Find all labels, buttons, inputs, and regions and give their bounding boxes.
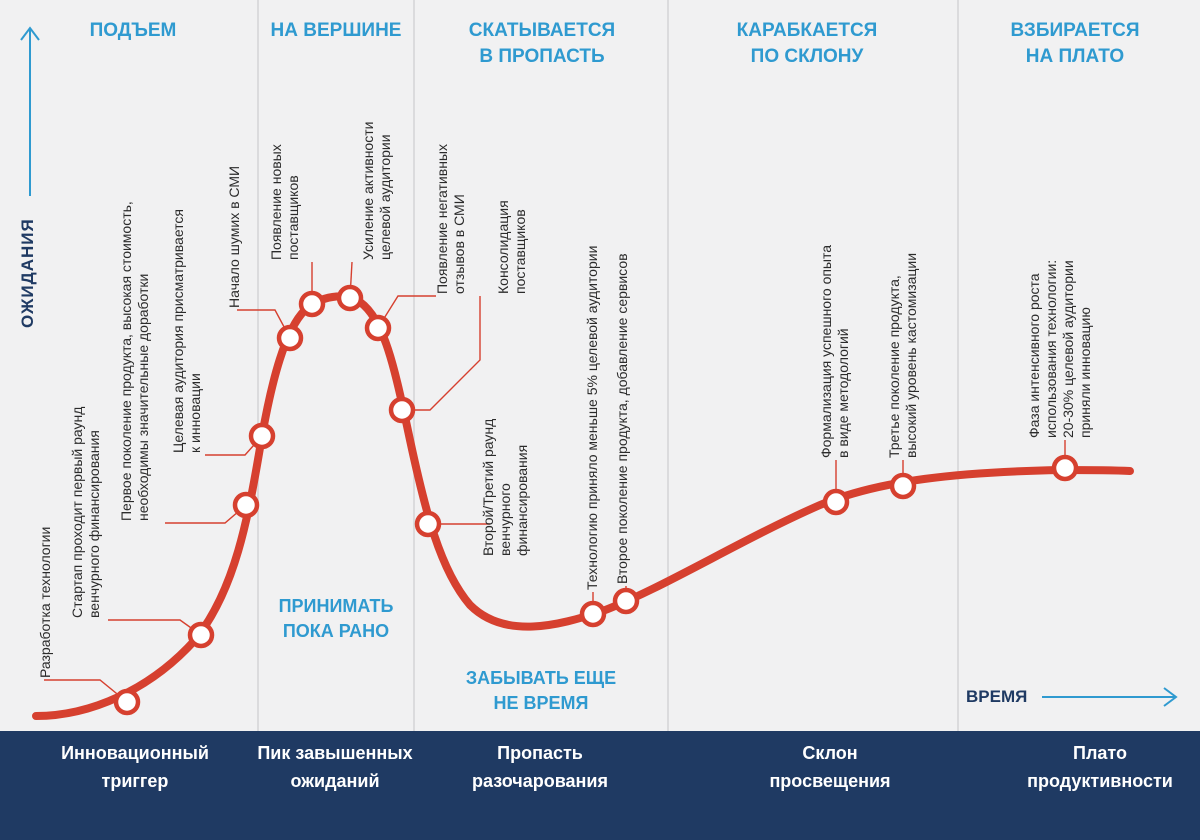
x-axis-arrow	[1042, 687, 1178, 707]
arrow-up-icon	[20, 26, 40, 41]
annotation-label: Разработка технологии	[37, 526, 53, 678]
milestone-marker	[889, 472, 917, 500]
advice-not-yet-forget: ЗАБЫВАТЬ ЕЩЕ НЕ ВРЕМЯ	[465, 668, 617, 713]
annotation-label: Стартап проходит первый раунд венчурного…	[69, 406, 102, 618]
annotation-label: Формализация успешного опыта в виде мето…	[818, 244, 851, 458]
stage-plateau-productivity: Плато продуктивности	[1027, 743, 1173, 791]
phase-title-rise: ПОДЪЕМ	[89, 20, 177, 41]
y-axis-arrow	[20, 26, 40, 196]
annotation-label: Второе поколение продукта, добавление се…	[614, 253, 630, 584]
milestone-marker	[579, 600, 607, 628]
milestone-marker	[612, 587, 640, 615]
phase-title-peak: НА ВЕРШИНЕ	[270, 20, 402, 41]
annotation-label: Консолидация поставщиков	[495, 200, 528, 294]
annotation-label: Появление новых поставщиков	[268, 144, 301, 260]
annotation-label: Начало шумих в СМИ	[226, 165, 242, 308]
stage-trough-disillusionment: Пропасть разочарования	[471, 743, 608, 791]
milestone-marker	[336, 284, 364, 312]
phase-title-fall: СКАТЫВАЕТСЯ В ПРОПАСТЬ	[468, 20, 616, 67]
annotation-label: Фаза интенсивного роста использования те…	[1026, 259, 1093, 438]
annotation-label: Второй/Третий раунд венчурного финансиро…	[480, 418, 530, 556]
y-axis-label: ОЖИДАНИЯ	[18, 218, 37, 328]
milestone-marker	[187, 621, 215, 649]
milestone-marker	[364, 314, 392, 342]
annotation-label: Появление негативных отзывов в СМИ	[434, 144, 467, 294]
annotation-label: Третье поколение продукта, высокий урове…	[886, 252, 919, 458]
milestone-marker	[414, 510, 442, 538]
x-axis-label: ВРЕМЯ	[966, 687, 1028, 706]
advice-too-early: ПРИНИМАТЬ ПОКА РАНО	[278, 596, 394, 641]
leader-line	[402, 296, 481, 411]
milestone-marker	[388, 396, 416, 424]
annotation-label: Технологию приняло меньше 5% целевой ауд…	[584, 245, 600, 590]
milestone-markers	[113, 284, 1079, 716]
hype-curve	[32, 292, 1134, 720]
stages-footer: Инновационный триггер Пик завышенных ожи…	[0, 731, 1200, 840]
milestone-marker	[1051, 454, 1079, 482]
stage-slope-enlightenment: Склон просвещения	[769, 743, 891, 791]
stage-innovation-trigger: Инновационный триггер	[61, 743, 209, 791]
annotation-label: Усиление активности целевой аудитории	[360, 121, 393, 260]
milestone-marker	[276, 324, 304, 352]
leader-line	[108, 619, 202, 636]
milestone-marker	[232, 491, 260, 519]
milestone-marker	[822, 488, 850, 516]
milestone-marker	[298, 290, 326, 318]
phase-title-plateau: ВЗБИРАЕТСЯ НА ПЛАТО	[1010, 20, 1140, 67]
milestone-marker	[248, 422, 276, 450]
milestone-marker	[113, 688, 141, 716]
annotation-label: Первое поколение продукта, высокая стоим…	[118, 201, 151, 521]
annotation-label: Целевая аудитория присматривается к инно…	[170, 209, 203, 453]
phase-dividers	[257, 0, 959, 731]
stage-peak-expectations: Пик завышенных ожиданий	[257, 743, 413, 791]
arrow-right-icon	[1163, 687, 1178, 707]
phase-title-slope: КАРАБКАЕТСЯ ПО СКЛОНУ	[736, 20, 878, 67]
